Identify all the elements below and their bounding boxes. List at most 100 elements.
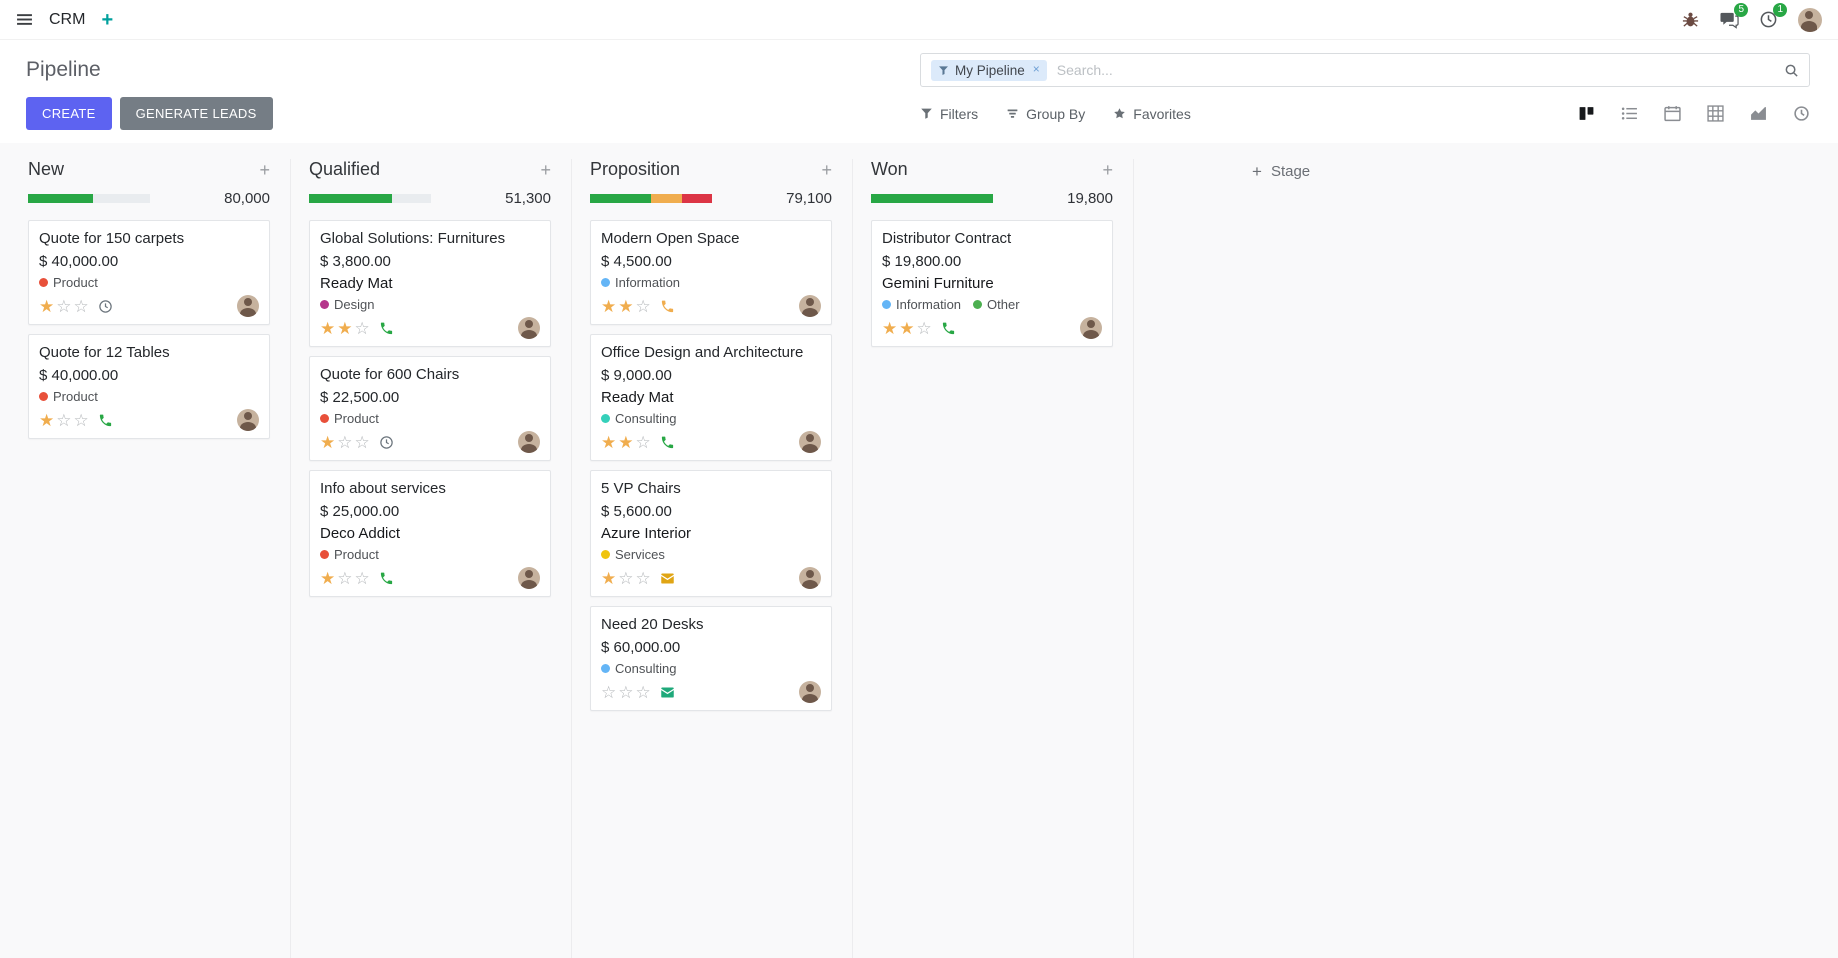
tag-label: Information: [896, 297, 962, 312]
lead-partner: Azure Interior: [601, 525, 692, 542]
priority-stars[interactable]: ★ ★ ☆: [601, 296, 651, 316]
facet-close-icon[interactable]: ×: [1032, 61, 1040, 76]
kanban-card[interactable]: Quote for 150 carpets $ 40,000.00 Produc…: [28, 220, 270, 325]
column-progressbar[interactable]: [309, 194, 431, 203]
control-panel-top: Pipeline My Pipeline ×: [0, 40, 1838, 93]
add-record-button[interactable]: +: [821, 159, 832, 180]
column-progressbar[interactable]: [590, 194, 712, 203]
search-bar[interactable]: My Pipeline ×: [920, 53, 1810, 87]
column-total: 80,000: [224, 190, 270, 207]
lead-tag: Information: [601, 275, 680, 290]
priority-stars[interactable]: ★ ☆ ☆: [39, 296, 89, 316]
view-pivot-button[interactable]: [1707, 105, 1724, 122]
messages-icon[interactable]: 5: [1720, 3, 1748, 29]
priority-stars[interactable]: ★ ★ ☆: [882, 318, 932, 338]
search-icon[interactable]: [1784, 63, 1799, 78]
column-progressbar[interactable]: [871, 194, 993, 203]
priority-stars[interactable]: ★ ☆ ☆: [601, 568, 651, 588]
column-total: 19,800: [1067, 190, 1113, 207]
group-by-menu[interactable]: Group By: [1006, 106, 1085, 122]
apps-menu-icon[interactable]: [16, 11, 33, 28]
activity-phone-icon[interactable]: [379, 321, 394, 336]
activity-phone-icon[interactable]: [941, 321, 956, 336]
tag-label: Design: [334, 297, 375, 312]
tag-color-dot: [601, 550, 610, 559]
debug-bug-icon[interactable]: [1681, 10, 1700, 29]
activity-clock-icon[interactable]: [379, 435, 394, 450]
salesperson-avatar: [237, 295, 259, 317]
filters-label: Filters: [940, 105, 979, 122]
activity-phone-icon[interactable]: [660, 435, 675, 450]
group-by-label: Group By: [1026, 105, 1086, 122]
priority-stars[interactable]: ★ ☆ ☆: [320, 432, 370, 452]
lead-tag: Design: [320, 297, 374, 312]
create-button[interactable]: CREATE: [26, 97, 112, 130]
activity-phone-icon[interactable]: [98, 413, 113, 428]
tag-color-dot: [601, 664, 610, 673]
view-kanban-button[interactable]: [1578, 105, 1595, 122]
lead-title: Office Design and Architecture: [601, 344, 804, 361]
add-stage-button[interactable]: + Stage: [1252, 163, 1310, 180]
add-record-button[interactable]: +: [540, 159, 551, 180]
activity-phone-icon[interactable]: [660, 299, 675, 314]
column-title[interactable]: New: [28, 159, 65, 179]
tag-label: Consulting: [615, 411, 677, 426]
activities-clock-icon[interactable]: 1: [1759, 3, 1787, 29]
salesperson-avatar: [799, 431, 821, 453]
navbar-plus-icon[interactable]: +: [101, 8, 114, 31]
view-calendar-button[interactable]: [1664, 105, 1681, 122]
kanban-card[interactable]: Distributor Contract $ 19,800.00 Gemini …: [871, 220, 1113, 347]
kanban-card[interactable]: Info about services $ 25,000.00 Deco Add…: [309, 470, 551, 597]
view-list-button[interactable]: [1621, 105, 1638, 122]
lead-title: Quote for 600 Chairs: [320, 366, 460, 383]
column-progressbar[interactable]: [28, 194, 150, 203]
tag-color-dot: [601, 414, 610, 423]
add-record-button[interactable]: +: [259, 159, 270, 180]
priority-stars[interactable]: ★ ☆ ☆: [39, 410, 89, 430]
activity-envelope-icon[interactable]: [660, 685, 675, 700]
column-title[interactable]: Proposition: [590, 159, 681, 179]
facet-label: My Pipeline: [955, 62, 1025, 78]
tag-color-dot: [320, 300, 329, 309]
priority-stars[interactable]: ★ ★ ☆: [601, 432, 651, 452]
generate-leads-button[interactable]: GENERATE LEADS: [119, 97, 273, 130]
lead-amount: $ 4,500.00: [601, 253, 672, 270]
add-record-button[interactable]: +: [1102, 159, 1113, 180]
kanban-card[interactable]: Quote for 12 Tables $ 40,000.00 Product …: [28, 334, 270, 439]
lead-partner: Deco Addict: [320, 525, 401, 542]
activity-envelope-icon[interactable]: [660, 571, 675, 586]
control-panel-bottom: CREATE GENERATE LEADS Filters Group By F…: [0, 93, 1838, 143]
priority-stars[interactable]: ☆ ☆ ☆: [601, 682, 651, 702]
favorites-star-icon: [1114, 108, 1126, 119]
tag-color-dot: [973, 300, 983, 309]
kanban-card[interactable]: Need 20 Desks $ 60,000.00 Consulting ☆ ☆ ☆: [590, 606, 832, 711]
priority-stars[interactable]: ★ ☆ ☆: [320, 568, 370, 588]
kanban-card[interactable]: 5 VP Chairs $ 5,600.00 Azure Interior Se…: [590, 470, 832, 597]
priority-stars[interactable]: ★ ★ ☆: [320, 318, 370, 338]
activity-clock-icon[interactable]: [98, 299, 113, 314]
kanban-card[interactable]: Quote for 600 Chairs $ 22,500.00 Product…: [309, 356, 551, 461]
activities-badge: 1: [1773, 3, 1787, 17]
salesperson-avatar: [1080, 317, 1102, 339]
kanban-card[interactable]: Office Design and Architecture $ 9,000.0…: [590, 334, 832, 461]
lead-amount: $ 22,500.00: [320, 389, 400, 406]
kanban-card[interactable]: Global Solutions: Furnitures $ 3,800.00 …: [309, 220, 551, 347]
search-input[interactable]: [1056, 62, 1774, 78]
column-title[interactable]: Won: [871, 159, 908, 179]
column-title[interactable]: Qualified: [309, 159, 381, 179]
activity-phone-icon[interactable]: [379, 571, 394, 586]
kanban-card[interactable]: Modern Open Space $ 4,500.00 Information…: [590, 220, 832, 325]
app-menu-crm[interactable]: CRM: [49, 10, 86, 28]
view-activity-button[interactable]: [1793, 105, 1810, 122]
tag-label: Services: [615, 547, 665, 562]
view-graph-button[interactable]: [1750, 105, 1767, 122]
column-total: 51,300: [505, 190, 551, 207]
lead-title: Need 20 Desks: [601, 616, 704, 633]
lead-tag: Consulting: [601, 661, 676, 676]
filters-menu[interactable]: Filters: [920, 106, 978, 122]
favorites-menu[interactable]: Favorites: [1113, 106, 1191, 122]
user-avatar[interactable]: [1798, 7, 1822, 32]
lead-tag: Product: [39, 389, 98, 404]
salesperson-avatar: [799, 681, 821, 703]
lead-title: Modern Open Space: [601, 230, 740, 247]
